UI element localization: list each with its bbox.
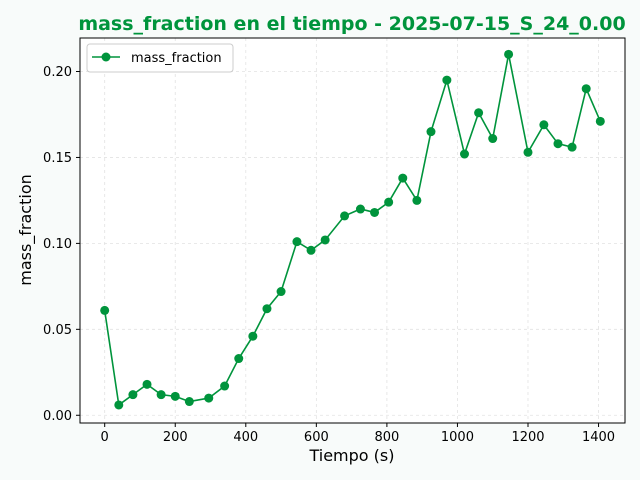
legend-box: [86, 43, 234, 73]
data-point: [370, 207, 380, 217]
series-layer: [100, 49, 605, 410]
data-point: [581, 84, 591, 94]
data-point: [100, 305, 110, 315]
data-point: [567, 142, 577, 152]
data-point: [248, 331, 258, 341]
y-tick-label: 0.20: [43, 65, 72, 80]
data-point: [474, 108, 484, 118]
x-tick-label: 1200: [511, 430, 544, 445]
x-tick-label: 1000: [441, 430, 474, 445]
x-tick-label: 200: [163, 430, 188, 445]
data-point: [523, 147, 533, 157]
data-point: [220, 381, 230, 391]
y-tick-label: 0.10: [43, 237, 72, 252]
x-tick-label: 1400: [582, 430, 615, 445]
data-point: [156, 390, 166, 400]
data-point: [320, 235, 330, 245]
data-point: [306, 245, 316, 255]
data-point: [142, 379, 152, 389]
data-point: [262, 304, 272, 314]
axes: [76, 71, 600, 427]
data-point: [114, 400, 124, 410]
y-tick-label: 0.00: [43, 409, 72, 424]
x-tick-label: 600: [304, 430, 329, 445]
gridlines: [80, 38, 625, 423]
plot-area: [80, 38, 625, 423]
data-point: [184, 397, 194, 407]
data-point: [384, 197, 394, 207]
data-point: [170, 391, 180, 401]
data-point: [553, 139, 563, 149]
chart-title: mass_fraction en el tiempo - 2025-07-15_…: [78, 13, 625, 35]
x-tick-label: 400: [233, 430, 258, 445]
data-point: [355, 204, 365, 214]
data-point: [204, 393, 214, 403]
legend: mass_fraction: [86, 43, 234, 73]
plot-frame: [79, 37, 626, 424]
data-point: [234, 354, 244, 364]
y-tick-label: 0.05: [43, 323, 72, 338]
data-point: [488, 134, 498, 144]
data-point: [340, 211, 350, 221]
data-point: [276, 287, 286, 297]
x-axis-label: Tiempo (s): [308, 446, 394, 465]
data-point: [504, 49, 514, 59]
data-point: [292, 237, 302, 247]
data-point: [442, 75, 452, 85]
data-point: [398, 173, 408, 183]
data-point: [595, 116, 605, 126]
y-axis-label: mass_fraction: [16, 174, 36, 286]
y-tick-label: 0.15: [43, 151, 72, 166]
legend-label: mass_fraction: [131, 51, 222, 66]
x-tick-label: 0: [101, 430, 109, 445]
data-point: [128, 390, 138, 400]
data-point: [539, 120, 549, 130]
data-point: [412, 195, 422, 205]
legend-point-marker: [101, 52, 111, 62]
series-line: [103, 54, 602, 407]
data-point: [426, 127, 436, 137]
tick-labels: 0 200 400 600 800 1000 1200 1400 0.00 0.05 0.10 0.1…: [43, 65, 615, 445]
x-tick-label: 800: [374, 430, 399, 445]
data-point: [460, 149, 469, 159]
